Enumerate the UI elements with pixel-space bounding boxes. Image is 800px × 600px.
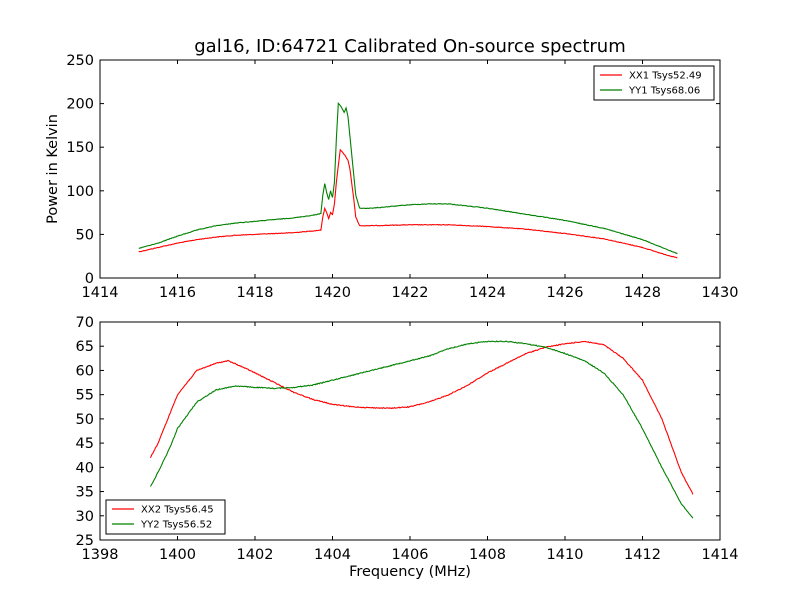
bottom-x-tick-label: 1404 bbox=[314, 547, 351, 563]
chart-title: gal16, ID:64721 Calibrated On-source spe… bbox=[194, 36, 626, 57]
top-legend-label-0: XX1 Tsys52.49 bbox=[629, 71, 702, 82]
bottom-series-line-1 bbox=[149, 340, 694, 519]
top-x-tick-label: 1414 bbox=[82, 285, 119, 301]
top-y-axis-label: Power in Kelvin bbox=[45, 114, 61, 224]
bottom-x-tick-label: 1412 bbox=[624, 547, 661, 563]
top-legend: XX1 Tsys52.49 YY1 Tsys68.06 bbox=[593, 65, 715, 101]
bottom-y-tick-label: 30 bbox=[76, 509, 94, 525]
top-y-tick-label: 150 bbox=[66, 140, 94, 156]
bottom-x-tick-label: 1414 bbox=[702, 547, 739, 563]
top-x-tick-label: 1420 bbox=[314, 285, 351, 301]
top-x-tick-label: 1426 bbox=[547, 285, 584, 301]
top-series-line-0 bbox=[138, 148, 678, 259]
top-legend-box bbox=[593, 65, 715, 101]
bottom-y-tick-label: 25 bbox=[76, 533, 94, 549]
bottom-legend: XX2 Tsys56.45 YY2 Tsys56.52 bbox=[105, 499, 226, 535]
bottom-x-tick-label: 1402 bbox=[237, 547, 274, 563]
bottom-y-tick-label: 35 bbox=[76, 485, 94, 501]
top-series-line-1 bbox=[138, 102, 678, 255]
bottom-y-tick-label: 55 bbox=[76, 388, 94, 404]
bottom-y-tick-label: 70 bbox=[76, 315, 94, 331]
top-x-tick-label: 1416 bbox=[159, 285, 196, 301]
bottom-x-tick-label: 1410 bbox=[547, 547, 584, 563]
top-y-tick-label: 0 bbox=[85, 271, 94, 287]
top-x-tick-label: 1418 bbox=[237, 285, 274, 301]
bottom-legend-box bbox=[105, 499, 226, 535]
bottom-y-tick-label: 60 bbox=[76, 363, 94, 379]
bottom-y-tick-label: 65 bbox=[76, 339, 94, 355]
bottom-legend-label-1: YY2 Tsys56.52 bbox=[140, 520, 212, 531]
bottom-y-tick-label: 40 bbox=[76, 460, 94, 476]
bottom-spectrum-panel: Frequency (MHz) 1398 1400 1402 1404 1406 1408… bbox=[76, 315, 739, 580]
bottom-legend-label-0: XX2 Tsys56.45 bbox=[141, 505, 214, 516]
top-y-tick-label: 200 bbox=[66, 97, 94, 113]
top-x-tick-label: 1422 bbox=[392, 285, 429, 301]
bottom-y-tick-label: 45 bbox=[76, 436, 94, 452]
bottom-x-tick-label: 1408 bbox=[469, 547, 506, 563]
bottom-y-tick-label: 50 bbox=[76, 412, 94, 428]
top-y-tick-label: 50 bbox=[76, 227, 94, 243]
top-x-tick-label: 1430 bbox=[702, 285, 739, 301]
bottom-x-axis-label: Frequency (MHz) bbox=[349, 564, 471, 580]
bottom-x-tick-label: 1400 bbox=[159, 547, 196, 563]
top-x-tick-label: 1424 bbox=[469, 285, 506, 301]
bottom-x-tick-label: 1398 bbox=[82, 547, 119, 563]
top-y-tick-label: 100 bbox=[66, 184, 94, 200]
bottom-series-line-0 bbox=[149, 340, 694, 495]
top-x-tick-label: 1428 bbox=[624, 285, 661, 301]
top-y-tick-label: 250 bbox=[66, 53, 94, 69]
bottom-x-tick-label: 1406 bbox=[392, 547, 429, 563]
top-spectrum-panel: Power in Kelvin 1414 1416 1418 1420 1422 1424… bbox=[45, 53, 738, 301]
top-legend-label-1: YY1 Tsys68.06 bbox=[628, 86, 700, 97]
